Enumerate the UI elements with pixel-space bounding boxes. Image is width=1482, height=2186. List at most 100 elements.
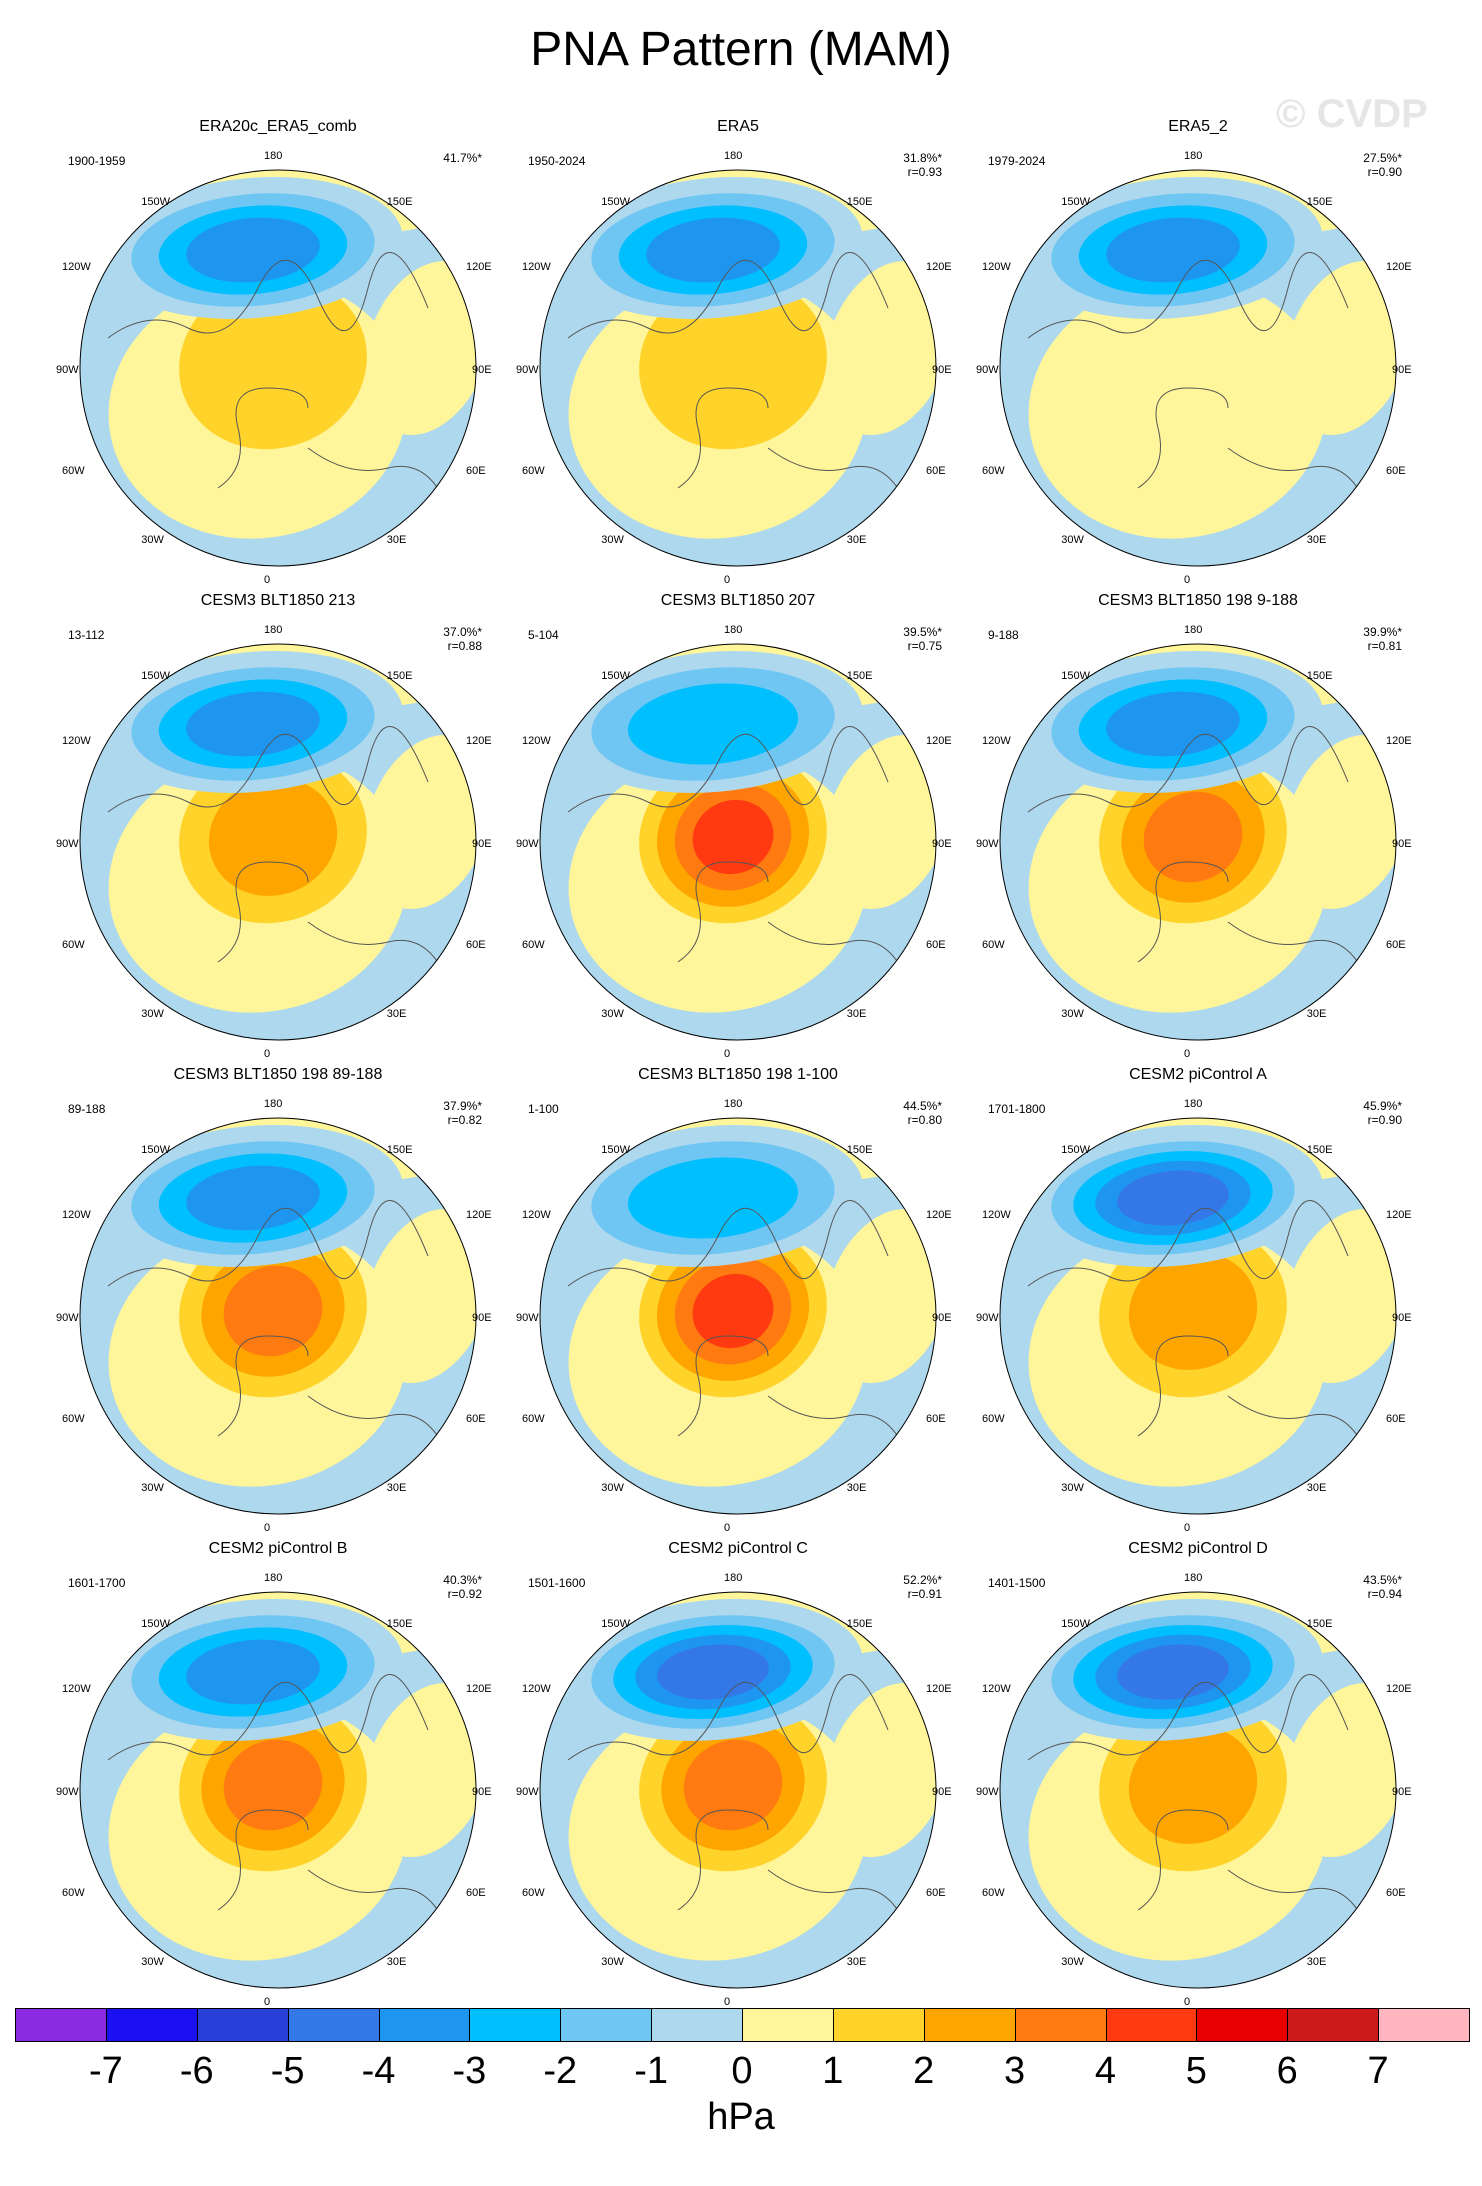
longitude-label: 150W (141, 669, 170, 682)
longitude-label: 30W (1061, 1482, 1084, 1495)
map-boundary (539, 169, 937, 567)
negative-anomaly-contour (1106, 691, 1240, 757)
variance-percent: 43.5%* (1363, 1573, 1402, 1587)
colorbar (15, 2008, 1470, 2044)
longitude-label: 30E (1306, 1482, 1327, 1495)
negative-anomaly-contour (186, 1639, 320, 1705)
colorbar-tick-label: -5 (270, 2050, 305, 2092)
coastline (107, 252, 449, 509)
longitude-label: 60W (982, 938, 1005, 951)
variance-percent: 37.0%* (443, 625, 482, 639)
watermark: © CVDP (1276, 92, 1428, 136)
colorbar-swatch (15, 2008, 107, 2042)
polar-map (79, 1591, 477, 1989)
colorbar-tick-label: 2 (913, 2050, 935, 2092)
longitude-label: 150W (601, 1143, 630, 1156)
panel-grid: ERA20c_ERA5_comb 1900-1959 41.7%* 180 0 150W 1… (48, 118, 1428, 2008)
longitude-label: 180 (1184, 1098, 1203, 1110)
longitude-label: 30E (386, 534, 407, 547)
positive-anomaly-contour (639, 276, 827, 450)
colorbar-swatch (1196, 2008, 1289, 2042)
panel-stats: 52.2%* r=0.91 (903, 1573, 942, 1601)
longitude-label: 150W (1061, 1143, 1090, 1156)
longitude-label: 90E (1392, 838, 1412, 850)
longitude-label: 120E (925, 261, 952, 273)
longitude-label: 30W (601, 1956, 624, 1969)
variance-percent: 40.3%* (443, 1573, 482, 1587)
longitude-label: 0 (724, 1522, 731, 1534)
longitude-label: 120E (465, 1683, 492, 1695)
map-boundary (999, 1117, 1397, 1515)
map-boundary (999, 643, 1397, 1041)
polar-map (79, 1117, 477, 1515)
positive-anomaly-contour (179, 276, 367, 450)
positive-anomaly-region (1028, 277, 1328, 539)
pattern-correlation: r=0.81 (1367, 639, 1402, 653)
positive-anomaly-region (823, 734, 936, 910)
panel-period: 5-104 (528, 628, 559, 642)
positive-anomaly-region (823, 1208, 936, 1384)
longitude-label: 30E (846, 534, 867, 547)
longitude-label: 150E (386, 669, 413, 682)
longitude-label: 90E (1392, 364, 1412, 376)
panel-period: 1950-2024 (528, 154, 586, 168)
colorbar-tick-label: -7 (88, 2050, 123, 2092)
longitude-label: 90E (1392, 1786, 1412, 1798)
longitude-label: 150E (386, 195, 413, 208)
positive-anomaly-contour (692, 799, 774, 875)
longitude-label: 0 (1184, 1522, 1191, 1534)
longitude-label: 90E (932, 838, 952, 850)
panel-title: CESM2 piControl D (1128, 1540, 1268, 1557)
longitude-label: 180 (724, 624, 743, 636)
longitude-label: 90E (1392, 1312, 1412, 1324)
longitude-label: 0 (264, 1048, 271, 1060)
longitude-label: 150E (846, 669, 873, 682)
longitude-label: 0 (264, 1522, 271, 1534)
longitude-label: 30E (386, 1482, 407, 1495)
longitude-label: 60E (925, 938, 946, 951)
coastline (107, 1200, 449, 1457)
panel-period: 1-100 (528, 1102, 559, 1116)
negative-anomaly-contour (186, 691, 320, 757)
colorbar-swatch (1378, 2008, 1470, 2042)
longitude-label: 60W (62, 938, 85, 951)
colorbar-swatch (1287, 2008, 1380, 2042)
colorbar-swatch (469, 2008, 562, 2042)
panel-stats: 41.7%* (443, 151, 482, 165)
longitude-label: 60W (982, 464, 1005, 477)
positive-anomaly-contour (208, 778, 338, 896)
panel-title: CESM3 BLT1850 207 (660, 592, 816, 609)
longitude-label: 60W (982, 1886, 1005, 1899)
map-panel: CESM2 piControl C 1501-1600 52.2%* r=0.91 18… (508, 1540, 968, 2010)
variance-percent: 41.7%* (443, 151, 482, 165)
longitude-label: 30E (846, 1956, 867, 1969)
longitude-label: 120W (522, 1209, 551, 1221)
pattern-correlation: r=0.92 (447, 1587, 482, 1601)
longitude-label: 60E (925, 1412, 946, 1425)
longitude-label: 150W (601, 195, 630, 208)
longitude-label: 120W (522, 261, 551, 273)
longitude-label: 90E (932, 364, 952, 376)
longitude-label: 120E (925, 1683, 952, 1695)
longitude-label: 120E (465, 261, 492, 273)
longitude-label: 180 (264, 624, 283, 636)
negative-anomaly-contour (646, 217, 780, 283)
panel-stats: 45.9%* r=0.90 (1363, 1099, 1402, 1127)
map-panel: CESM3 BLT1850 198 89-188 89-188 37.9%* r=0.… (48, 1066, 508, 1536)
longitude-label: 60E (465, 938, 486, 951)
map-boundary (539, 1117, 937, 1515)
panel-stats: 40.3%* r=0.92 (443, 1573, 482, 1601)
colorbar-tick-label: 5 (1185, 2050, 1207, 2092)
longitude-label: 60E (1385, 464, 1406, 477)
longitude-label: 30W (601, 534, 624, 547)
longitude-label: 30E (1306, 1956, 1327, 1969)
longitude-label: 90E (932, 1312, 952, 1324)
variance-percent: 31.8%* (903, 151, 942, 165)
colorbar-swatch (651, 2008, 743, 2042)
longitude-label: 90W (56, 364, 79, 376)
longitude-label: 60W (62, 1412, 85, 1425)
longitude-label: 60E (925, 1886, 946, 1899)
map-panel: CESM2 piControl A 1701-1800 45.9%* r=0.90 18… (968, 1066, 1428, 1536)
longitude-label: 0 (1184, 574, 1191, 586)
coastline (1027, 1200, 1369, 1457)
